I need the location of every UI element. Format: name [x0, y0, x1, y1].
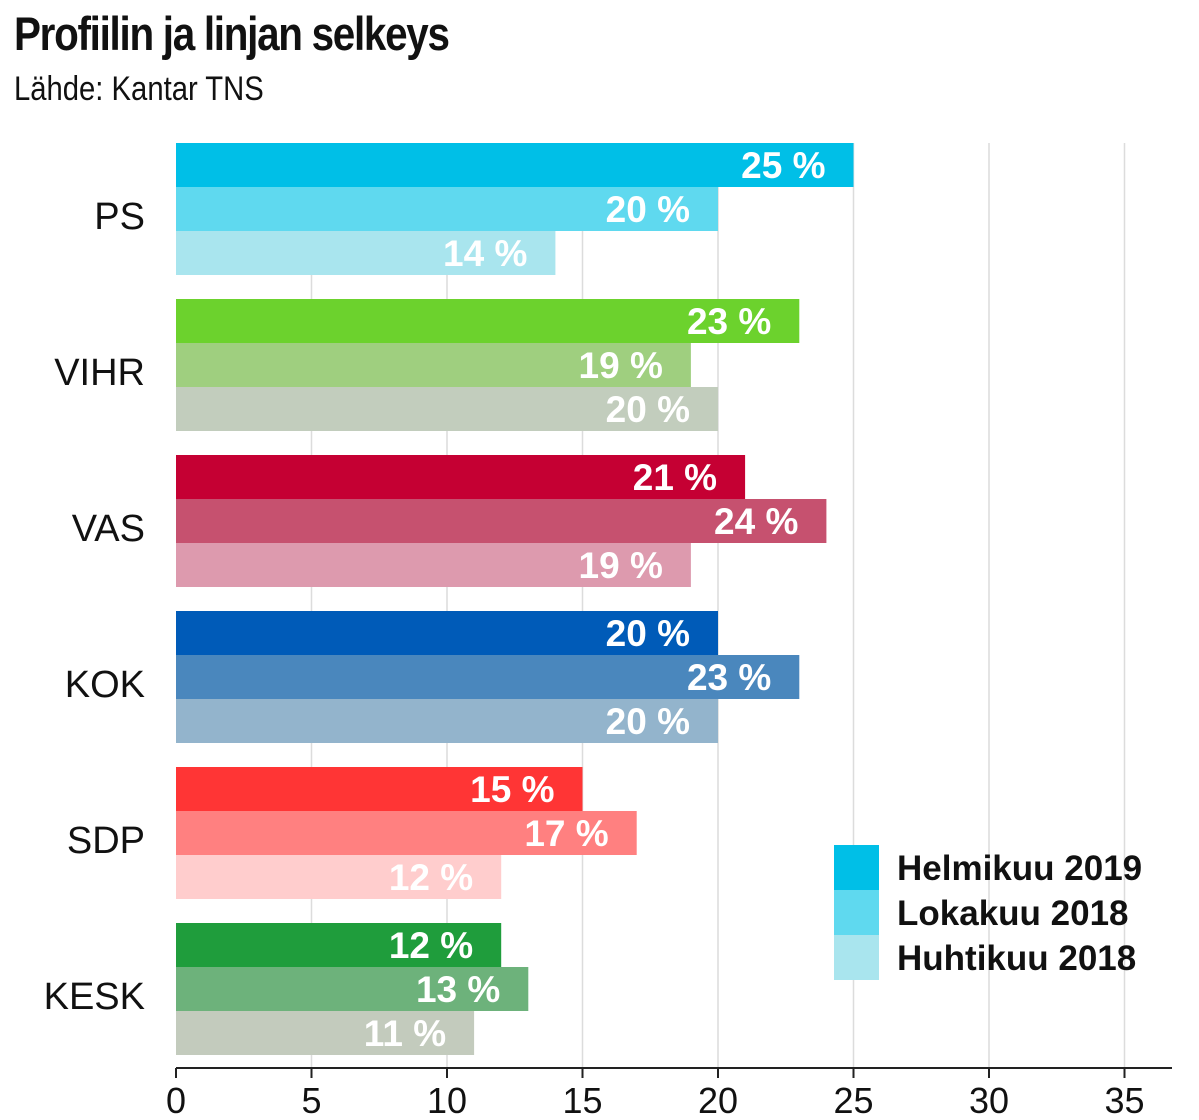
- data-label: 20 %: [606, 389, 690, 430]
- bar: [176, 343, 691, 387]
- data-label: 23 %: [687, 301, 771, 342]
- x-tick-label: 10: [427, 1080, 467, 1120]
- data-label: 17 %: [524, 813, 608, 854]
- data-label: 11 %: [364, 1013, 446, 1054]
- bar: [176, 611, 718, 655]
- chart-title: Profiilin ja linjan selkeys: [14, 7, 450, 60]
- bar: [176, 655, 800, 699]
- category-label: PS: [94, 196, 145, 238]
- data-label: 24 %: [714, 501, 798, 542]
- x-tick-label: 25: [833, 1080, 873, 1120]
- legend-label: Helmikuu 2019: [897, 849, 1142, 888]
- bar: [176, 231, 556, 275]
- data-label: 15 %: [470, 769, 554, 810]
- bar: [176, 387, 718, 431]
- bar: [176, 967, 529, 1011]
- legend-label: Huhtikuu 2018: [897, 939, 1136, 978]
- data-label: 14 %: [443, 233, 527, 274]
- bar: [176, 811, 637, 855]
- x-tick-label: 0: [166, 1080, 186, 1120]
- category-label: SDP: [67, 820, 145, 862]
- x-tick-label: 5: [301, 1080, 321, 1120]
- legend-swatch: [834, 935, 879, 980]
- legend-swatch: [834, 845, 879, 890]
- bar: [176, 299, 800, 343]
- legend-label: Lokakuu 2018: [897, 894, 1129, 933]
- bar: [176, 1011, 475, 1055]
- data-label: 20 %: [606, 701, 690, 742]
- data-label: 20 %: [606, 189, 690, 230]
- category-label: KESK: [44, 976, 145, 1018]
- category-label: VAS: [72, 508, 145, 550]
- data-label: 19 %: [579, 345, 663, 386]
- bar: [176, 923, 502, 967]
- data-label: 23 %: [687, 657, 771, 698]
- category-label: VIHR: [54, 352, 145, 394]
- x-tick-label: 30: [969, 1080, 1009, 1120]
- chart-subtitle: Lähde: Kantar TNS: [14, 70, 264, 108]
- x-tick-label: 20: [698, 1080, 738, 1120]
- bar: [176, 499, 827, 543]
- bar: [176, 455, 746, 499]
- bar: [176, 767, 583, 811]
- data-label: 12 %: [389, 857, 473, 898]
- bar: [176, 143, 854, 187]
- data-label: 20 %: [606, 613, 690, 654]
- data-label: 21 %: [633, 457, 717, 498]
- category-label: KOK: [65, 664, 145, 706]
- bar: [176, 543, 691, 587]
- data-label: 19 %: [579, 545, 663, 586]
- x-tick-label: 15: [562, 1080, 602, 1120]
- data-label: 25 %: [741, 145, 825, 186]
- bar: [176, 855, 502, 899]
- data-label: 13 %: [416, 969, 500, 1010]
- x-tick-label: 35: [1104, 1080, 1144, 1120]
- data-label: 12 %: [389, 925, 473, 966]
- bar: [176, 699, 718, 743]
- legend-swatch: [834, 890, 879, 935]
- bar: [176, 187, 718, 231]
